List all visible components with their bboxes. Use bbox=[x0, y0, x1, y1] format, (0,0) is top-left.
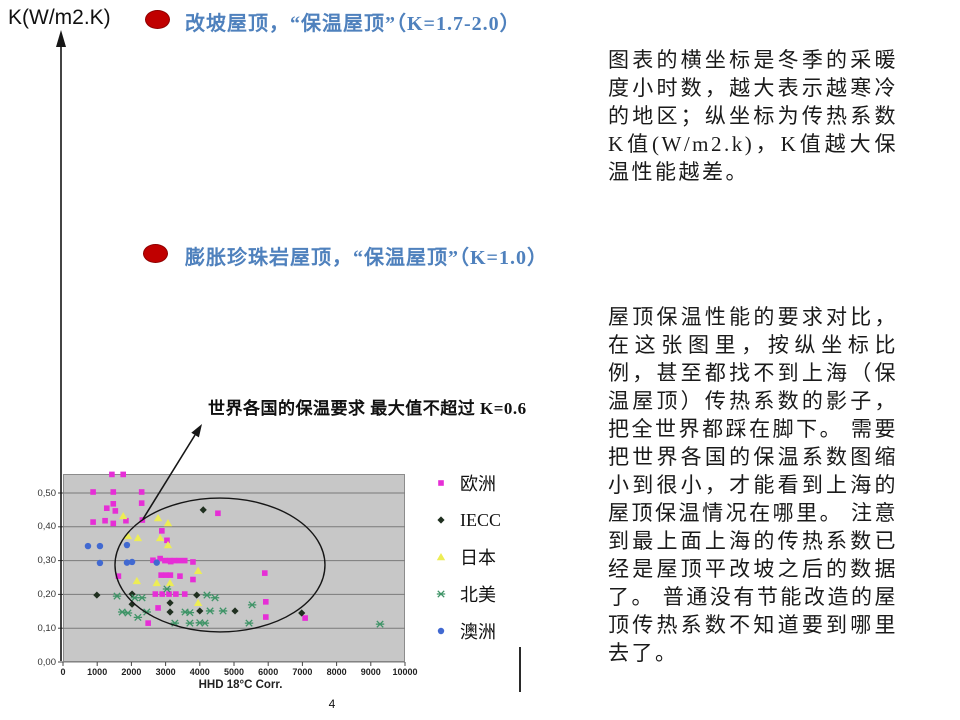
x-tick-label: 10000 bbox=[392, 667, 418, 677]
x-tick-label: 4000 bbox=[189, 667, 210, 677]
bullet-heading-2: 膨胀珍珠岩屋顶，“保温屋顶”（K=1.0） bbox=[185, 247, 548, 269]
x-tick-label: 0 bbox=[60, 667, 66, 677]
y-tick-label: 0,20 bbox=[37, 588, 57, 600]
y-axis-unit-label: K(W/m2.K) bbox=[8, 6, 111, 29]
y-tick-label: 0,50 bbox=[37, 487, 57, 499]
legend-label: 日本 bbox=[460, 548, 496, 568]
legend-marker-icon bbox=[438, 480, 444, 486]
legend-item-IECC: IECC bbox=[432, 508, 501, 532]
x-tick-label: 9000 bbox=[360, 667, 381, 677]
legend-marker-icon bbox=[436, 553, 446, 561]
x-tick-label: 2000 bbox=[121, 667, 142, 677]
chart-legend: 欧洲 IECC 日本北美澳洲 bbox=[432, 471, 501, 656]
explanation-paragraph-axes: 图表的横坐标是冬季的采暖度小时数，越大表示越寒冷的地区；纵坐标为传热系数K值(W… bbox=[608, 48, 898, 184]
x-axis-title: HHD 18°C Corr. bbox=[198, 679, 283, 691]
legend-marker-icon bbox=[436, 590, 446, 598]
legend-item-欧洲: 欧洲 bbox=[432, 471, 501, 495]
bullet-heading-1: 改坡屋顶，“保温屋顶”（K=1.7-2.0） bbox=[185, 13, 521, 35]
legend-item-日本: 日本 bbox=[432, 545, 501, 569]
legend-item-北美: 北美 bbox=[432, 582, 501, 606]
y-tick-label: 0,00 bbox=[37, 656, 57, 668]
legend-item-澳洲: 澳洲 bbox=[432, 619, 501, 643]
x-tick-label: 8000 bbox=[326, 667, 347, 677]
y-tick-label: 0,30 bbox=[37, 555, 57, 567]
red-dot-marker-k2 bbox=[145, 10, 170, 29]
legend-marker-icon bbox=[437, 627, 445, 635]
x-tick-label: 1000 bbox=[87, 667, 108, 677]
x-tick-label: 3000 bbox=[155, 667, 176, 677]
divider-line bbox=[519, 647, 521, 692]
x-tick-label: 7000 bbox=[292, 667, 313, 677]
legend-marker-icon bbox=[437, 516, 445, 524]
chart-annotation-text: 世界各国的保温要求 最大值不超过 K=0.6 bbox=[208, 399, 527, 418]
y-tick-label: 0,10 bbox=[37, 622, 57, 634]
legend-label: IECC bbox=[460, 509, 502, 530]
page-number: 4 bbox=[328, 697, 336, 711]
chart-plot-area bbox=[63, 474, 405, 662]
y-tick-label: 0,40 bbox=[37, 521, 57, 533]
x-tick-label: 6000 bbox=[258, 667, 279, 677]
legend-label: 北美 bbox=[460, 585, 496, 605]
red-dot-marker-k1 bbox=[143, 244, 168, 263]
legend-label: 欧洲 bbox=[460, 474, 496, 494]
x-tick-label: 5000 bbox=[223, 667, 245, 677]
legend-label: 澳洲 bbox=[460, 622, 496, 642]
explanation-paragraph-comparison: 屋顶保温性能的要求对比，在这张图里，按纵坐标比例，甚至都找不到上海（保温屋顶）传… bbox=[608, 305, 898, 665]
